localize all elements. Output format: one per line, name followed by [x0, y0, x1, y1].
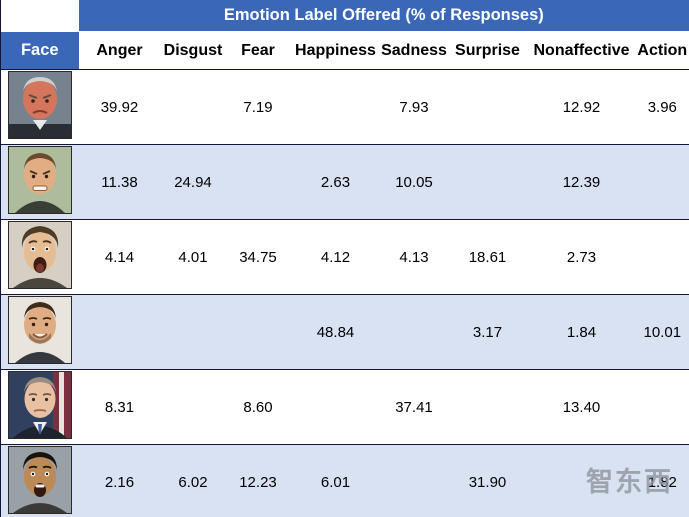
face-cell [0, 444, 79, 517]
value-cell: 12.23 [225, 444, 291, 517]
value-cell: 7.19 [225, 69, 291, 145]
value-cell [160, 69, 226, 145]
value-cell: 1.84 [527, 294, 636, 370]
value-cell: 4.14 [78, 219, 161, 295]
table-row: 39.92 7.19 7.93 12.92 3.96 [0, 69, 689, 145]
value-cell: 6.01 [290, 444, 381, 517]
value-cell [527, 444, 636, 517]
fearful-person-photo [7, 221, 72, 289]
face-cell [0, 294, 79, 370]
disgusted-man-photo [7, 146, 72, 214]
value-cell: 6.02 [160, 444, 226, 517]
value-cell: 37.41 [380, 369, 448, 445]
value-cell: 7.93 [380, 69, 448, 145]
face-cell [0, 144, 79, 220]
column-header-happiness: Happiness [290, 32, 381, 70]
column-header-disgust: Disgust [160, 32, 226, 70]
value-cell: 4.12 [290, 219, 381, 295]
value-cell [225, 144, 291, 220]
value-cell: 2.63 [290, 144, 381, 220]
table-row: 8.31 8.60 37.41 13.40 [0, 369, 689, 445]
angry-man-photo [7, 71, 72, 139]
value-cell: 12.92 [527, 69, 636, 145]
value-cell [447, 69, 528, 145]
value-cell [635, 219, 689, 295]
value-cell: 11.38 [78, 144, 161, 220]
title-row: Emotion Label Offered (% of Responses) [0, 0, 689, 33]
table-row: 4.14 4.01 34.75 4.12 4.13 18.61 2.73 [0, 219, 689, 295]
table-row: 11.38 24.94 2.63 10.05 12.39 [0, 144, 689, 220]
value-cell: 34.75 [225, 219, 291, 295]
value-cell: 3.17 [447, 294, 528, 370]
value-cell: 8.31 [78, 369, 161, 445]
sad-man-photo [7, 371, 72, 439]
column-header-action: Action [635, 32, 689, 70]
surprised-man-photo [7, 446, 72, 514]
table-title: Emotion Label Offered (% of Responses) [78, 0, 689, 33]
value-cell: 31.90 [447, 444, 528, 517]
value-cell: 3.96 [635, 69, 689, 145]
value-cell [635, 369, 689, 445]
value-cell [290, 69, 381, 145]
value-cell: 12.39 [527, 144, 636, 220]
face-cell [0, 69, 79, 145]
table-row: 48.84 3.17 1.84 10.01 [0, 294, 689, 370]
value-cell: 13.40 [527, 369, 636, 445]
value-cell: 10.05 [380, 144, 448, 220]
value-cell [78, 294, 161, 370]
smiling-man-photo [7, 296, 72, 364]
value-cell: 4.01 [160, 219, 226, 295]
value-cell [380, 444, 448, 517]
value-cell [380, 294, 448, 370]
value-cell: 48.84 [290, 294, 381, 370]
face-cell [0, 219, 79, 295]
value-cell [290, 369, 381, 445]
value-cell [225, 294, 291, 370]
value-cell: 4.13 [380, 219, 448, 295]
value-cell: 24.94 [160, 144, 226, 220]
column-header-anger: Anger [78, 32, 161, 70]
face-cell [0, 369, 79, 445]
value-cell: 18.61 [447, 219, 528, 295]
column-header-sadness: Sadness [380, 32, 448, 70]
face-column-header: Face [0, 32, 79, 70]
value-cell: 10.01 [635, 294, 689, 370]
column-header-fear: Fear [225, 32, 291, 70]
column-header-row: Face Anger Disgust Fear Happiness Sadnes… [0, 32, 689, 70]
value-cell [160, 369, 226, 445]
column-header-surprise: Surprise [447, 32, 528, 70]
table-row: 2.16 6.02 12.23 6.01 31.90 1.82 [0, 444, 689, 517]
value-cell: 8.60 [225, 369, 291, 445]
corner-cell [0, 0, 79, 32]
value-cell [447, 369, 528, 445]
value-cell: 2.73 [527, 219, 636, 295]
value-cell [635, 144, 689, 220]
value-cell [160, 294, 226, 370]
value-cell [447, 144, 528, 220]
value-cell: 1.82 [635, 444, 689, 517]
value-cell: 2.16 [78, 444, 161, 517]
column-header-nonaffective: Nonaffective [527, 32, 636, 70]
value-cell: 39.92 [78, 69, 161, 145]
